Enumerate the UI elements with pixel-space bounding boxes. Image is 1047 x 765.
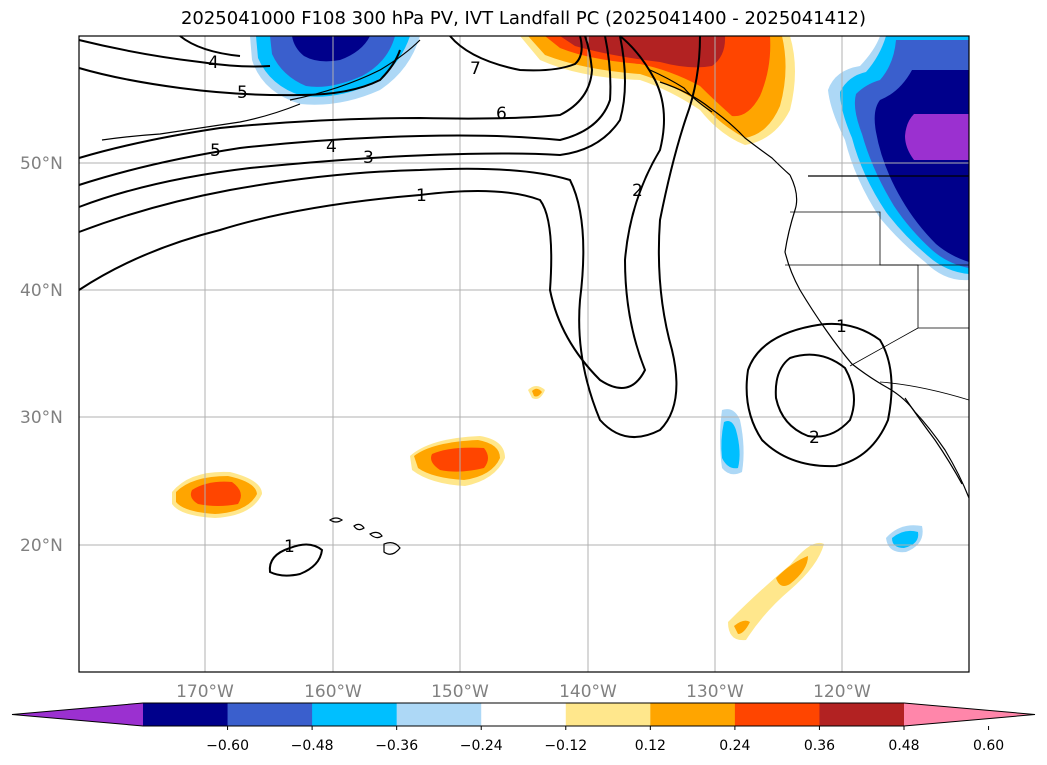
colorbar-tick-label: −0.12 bbox=[544, 738, 587, 754]
colorbar-segment bbox=[565, 703, 651, 726]
colorbar-outline bbox=[11, 702, 1036, 727]
colorbar-segment bbox=[227, 703, 313, 726]
contour-label: 4 bbox=[208, 53, 219, 73]
contour-label: 1 bbox=[836, 317, 847, 337]
colorbar-tick-label: 0.24 bbox=[719, 738, 750, 754]
contour-label: 4 bbox=[326, 137, 337, 157]
colorbar-segment bbox=[819, 703, 905, 726]
lon-label: 140°W bbox=[559, 682, 617, 702]
colorbar-tick-label: 0.48 bbox=[888, 738, 919, 754]
colorbar-tick-label: 0.60 bbox=[973, 738, 1004, 754]
contour-label: 3 bbox=[363, 148, 374, 168]
colorbar-segment bbox=[481, 703, 567, 726]
lon-label: 160°W bbox=[304, 682, 362, 702]
lat-label: 50°N bbox=[20, 154, 63, 174]
contour-label: 1 bbox=[416, 186, 427, 206]
contour-label: 7 bbox=[470, 59, 481, 79]
colorbar-tick-label: −0.48 bbox=[291, 738, 334, 754]
colorbar-tick-label: −0.24 bbox=[460, 738, 503, 754]
map-gridlines bbox=[79, 36, 969, 672]
contour-label: 5 bbox=[210, 141, 221, 161]
longitude-labels: 170°W 160°W 150°W 140°W 130°W 120°W bbox=[176, 682, 871, 702]
colorbar-tick-label: 0.12 bbox=[635, 738, 666, 754]
lon-label: 150°W bbox=[431, 682, 489, 702]
colorbar-tick-label: −0.60 bbox=[206, 738, 249, 754]
plot-frame bbox=[78, 35, 970, 673]
colorbar-segment bbox=[143, 703, 229, 726]
pv-contours bbox=[78, 35, 893, 577]
contour-label: 2 bbox=[809, 428, 820, 448]
colorbar-extend-high bbox=[904, 703, 1035, 726]
colorbar-extend-low bbox=[12, 703, 143, 726]
lon-label: 120°W bbox=[813, 682, 871, 702]
map-title: 2025041000 F108 300 hPa PV, IVT Landfall… bbox=[180, 8, 867, 29]
lat-label: 40°N bbox=[20, 281, 63, 301]
lat-label: 30°N bbox=[20, 408, 63, 428]
contour-label: 5 bbox=[237, 83, 248, 103]
lat-label: 20°N bbox=[20, 536, 63, 556]
contour-label: 1 bbox=[284, 537, 295, 557]
contour-label: 2 bbox=[632, 181, 643, 201]
colorbar-segment bbox=[734, 703, 820, 726]
contour-labels: 4 5 5 4 3 1 7 6 2 1 2 1 bbox=[208, 53, 847, 557]
colorbar-tick-label: 0.36 bbox=[804, 738, 835, 754]
lon-label: 130°W bbox=[686, 682, 744, 702]
colorbar-segment bbox=[312, 703, 398, 726]
lon-label: 170°W bbox=[176, 682, 234, 702]
colorbar-segment bbox=[650, 703, 736, 726]
colorbar: −0.60 −0.48 −0.36 −0.24 −0.12 0.12 0.24 0.36 0.4… bbox=[11, 702, 1036, 754]
colorbar-segment bbox=[396, 703, 482, 726]
contour-label: 6 bbox=[496, 104, 507, 124]
latitude-labels: 50°N 40°N 30°N 20°N bbox=[20, 154, 63, 556]
colorbar-tick-label: −0.36 bbox=[375, 738, 418, 754]
